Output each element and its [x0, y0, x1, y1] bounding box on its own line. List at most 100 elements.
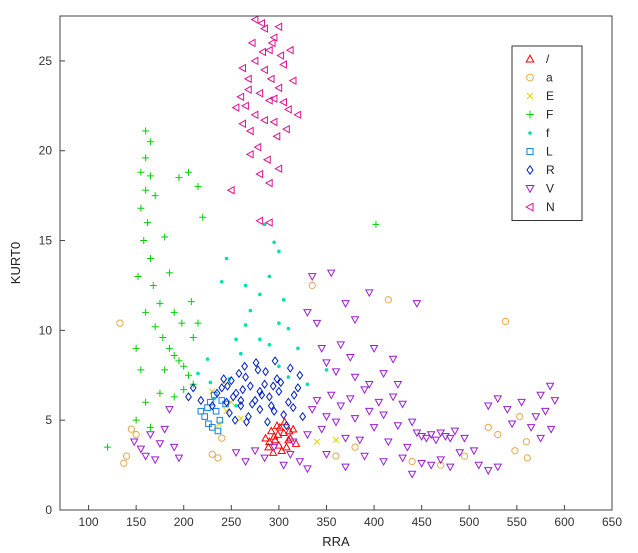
data-point [269, 94, 278, 103]
x-axis: 100 150 200 250 300 350 400 450 500 550 600 650 [79, 505, 622, 529]
legend-box [511, 45, 583, 221]
legend-marker [526, 147, 534, 156]
data-point [267, 342, 272, 347]
data-point [262, 366, 269, 377]
data-point [265, 392, 273, 402]
data-point [213, 388, 221, 398]
legend-label: R [546, 163, 555, 177]
data-point [229, 392, 237, 402]
data-point [252, 357, 260, 368]
data-point [104, 443, 112, 451]
data-point [239, 384, 247, 395]
legend-label: a [546, 71, 553, 85]
data-point [235, 368, 243, 379]
data-point [159, 334, 167, 342]
data-point [536, 434, 545, 443]
data-point [169, 443, 179, 452]
data-point [254, 365, 262, 375]
data-point [165, 406, 174, 414]
data-point [161, 366, 169, 374]
data-point [281, 298, 286, 302]
legend-label: f [546, 126, 550, 140]
data-point [241, 361, 249, 371]
data-point [185, 392, 192, 402]
data-point [285, 426, 294, 435]
data-point [317, 425, 327, 434]
data-point [141, 452, 151, 461]
data-point [269, 33, 278, 42]
data-point [219, 280, 224, 284]
y-tick-label: 5 [45, 413, 52, 427]
series-N [226, 15, 302, 227]
data-point [322, 359, 331, 368]
data-point [288, 76, 297, 86]
data-point [272, 132, 281, 141]
data-point [256, 404, 264, 415]
data-point [274, 22, 283, 32]
legend-label: F [546, 108, 553, 122]
data-point [253, 142, 262, 152]
data-point [369, 345, 379, 353]
series-/ [261, 417, 301, 456]
data-point [199, 213, 207, 221]
data-point [234, 404, 238, 408]
data-point [277, 321, 281, 325]
data-point [276, 51, 285, 60]
data-point [208, 424, 216, 431]
data-point [285, 451, 295, 459]
data-point [260, 65, 268, 75]
data-point [483, 467, 493, 476]
data-point [445, 434, 455, 443]
data-point [151, 323, 159, 331]
data-point [142, 308, 150, 316]
data-point [426, 431, 436, 440]
data-point [350, 373, 360, 382]
data-point [165, 344, 173, 352]
data-point [273, 430, 283, 438]
legend-marker [526, 110, 534, 119]
data-point [388, 355, 398, 364]
data-point [231, 415, 239, 425]
data-point [134, 272, 142, 280]
data-point [251, 395, 259, 406]
data-point [231, 103, 240, 112]
data-point [239, 351, 243, 356]
data-point [264, 442, 273, 451]
data-point [360, 452, 369, 461]
data-point [393, 422, 403, 431]
data-point [517, 398, 526, 407]
data-point [269, 381, 277, 391]
data-point [250, 110, 259, 120]
data-point [516, 412, 524, 421]
data-point [189, 383, 197, 393]
data-point [246, 381, 254, 391]
series-F [104, 127, 380, 451]
data-point [501, 317, 510, 326]
data-point [250, 56, 259, 66]
data-point [255, 169, 264, 179]
data-point [364, 407, 374, 416]
data-point [155, 440, 165, 449]
data-point [403, 443, 412, 452]
data-point [127, 425, 136, 433]
data-point [303, 309, 312, 317]
data-point [326, 391, 336, 400]
data-point [258, 292, 262, 297]
data-point [224, 256, 229, 261]
data-point [460, 452, 469, 460]
data-point [243, 417, 250, 427]
data-point [455, 449, 465, 458]
data-point [270, 435, 280, 444]
legend-marker [525, 184, 535, 194]
data-point [226, 185, 235, 195]
data-point [303, 465, 312, 474]
data-point [283, 420, 290, 431]
legend-label: L [546, 145, 553, 159]
data-point [194, 183, 202, 191]
data-point [345, 354, 355, 362]
data-point [286, 326, 291, 331]
data-point [184, 371, 192, 379]
data-point [269, 117, 278, 127]
data-point [234, 337, 238, 342]
data-point [242, 372, 250, 382]
